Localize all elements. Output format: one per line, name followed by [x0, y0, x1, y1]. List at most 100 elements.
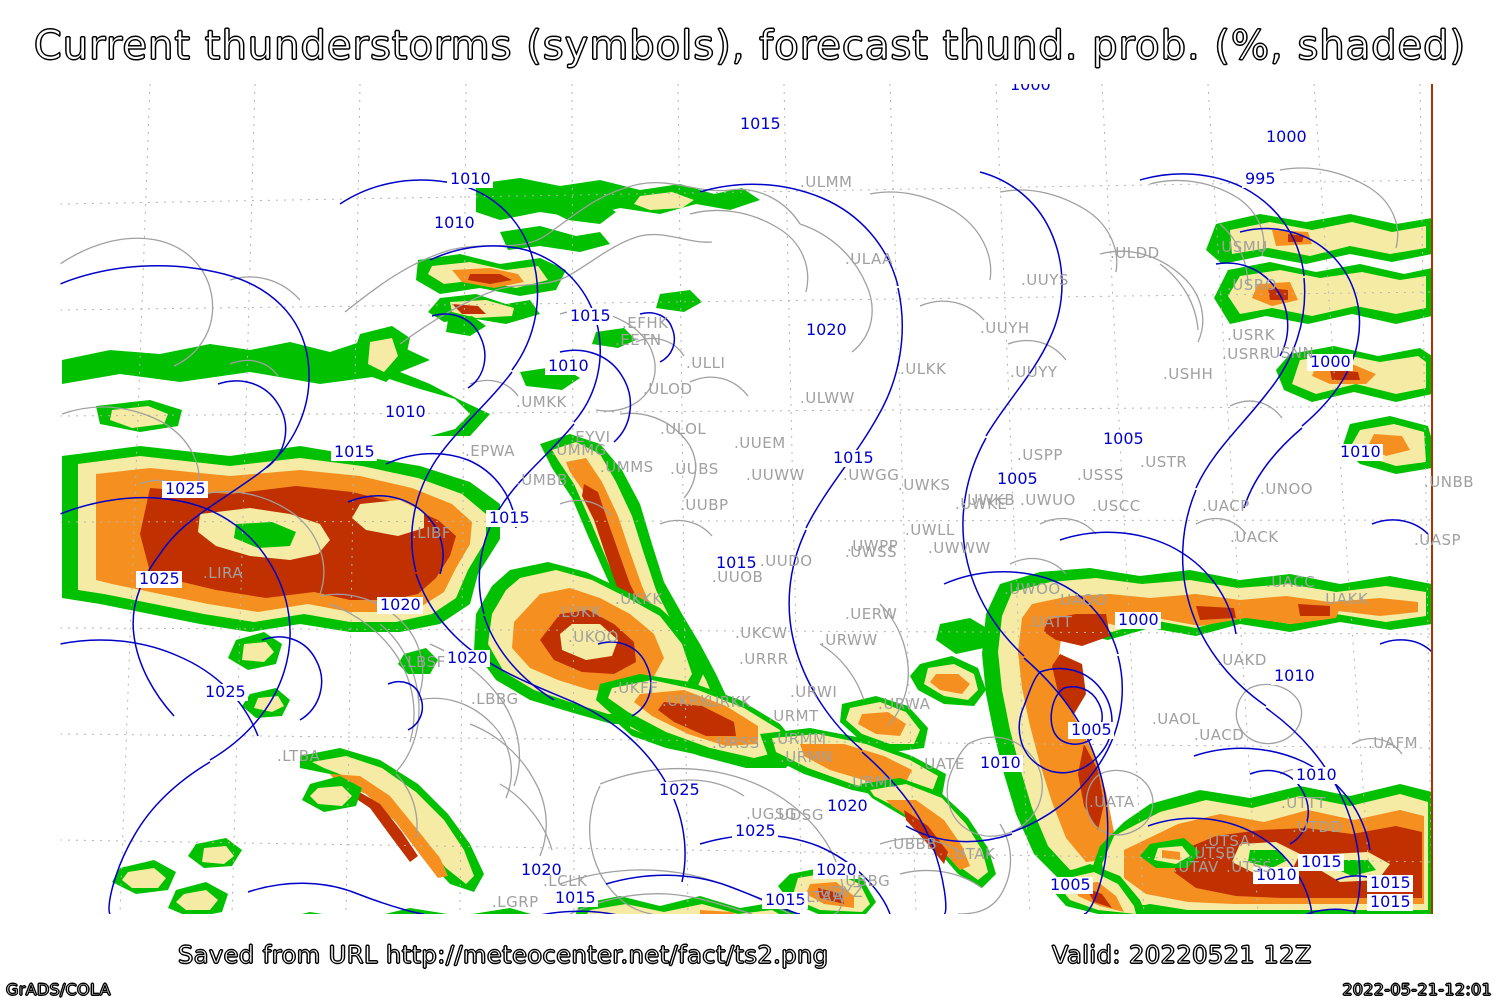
station-label: .USHH	[1163, 365, 1213, 383]
isobar-label-value: 1010	[385, 402, 426, 421]
station-label: .USPP	[1017, 446, 1063, 464]
station-label: .UKCW	[735, 624, 788, 642]
station-label: .UATT	[1027, 613, 1073, 631]
saved-url-text: Saved from URL http://meteocenter.net/fa…	[178, 941, 829, 970]
station-label: .URSS	[712, 734, 760, 752]
isobar-label-value: 1010	[1274, 666, 1315, 685]
isobar-label-value: 1005	[997, 469, 1038, 488]
isobar-label: 1015	[737, 114, 783, 133]
graticule	[60, 84, 1432, 914]
station-label: .UMMG	[551, 441, 607, 459]
station-label: .UUYY	[1010, 363, 1058, 381]
shading-cluster-aegean	[228, 632, 438, 812]
station-label: .URMM	[772, 730, 827, 748]
isobar-label: 1000	[1307, 352, 1353, 371]
station-label: .UTSB	[1189, 844, 1236, 862]
isobar-label: 1025	[202, 682, 248, 701]
station-label: .UTAV	[1173, 858, 1219, 876]
isobar-label: 1015	[331, 442, 377, 461]
station-label: .ULWW	[800, 389, 855, 407]
station-label: .UTDD	[1292, 818, 1343, 836]
isobar-label: 1010	[977, 753, 1023, 772]
isobar-label: 1010	[1337, 442, 1383, 461]
station-label: .UUBS	[670, 460, 719, 478]
station-label: .LCLK	[543, 872, 588, 890]
isobar-label: 1015	[486, 508, 532, 527]
shading-cluster-central-asia	[1090, 784, 1432, 914]
isobar-label-value: 1020	[806, 320, 847, 339]
station-label: .UUYS	[1021, 271, 1069, 289]
station-label: .UUDO	[760, 552, 813, 570]
station-label: .LUKK	[556, 603, 602, 621]
station-label: .ULLI	[686, 354, 725, 372]
shading-cluster-scandinavia	[354, 178, 760, 390]
station-label: .URMT	[768, 707, 819, 725]
isobar-label: 1005	[1100, 429, 1146, 448]
isobar-label-value: 995	[1245, 169, 1276, 188]
station-label: .UACC	[1266, 573, 1315, 591]
station-label: .UMKK	[516, 393, 568, 411]
station-label: .UKFF	[613, 679, 658, 697]
station-label: .UWKS	[898, 476, 950, 494]
station-label: .UWGG	[843, 466, 899, 484]
isobar-label-value: 1015	[833, 448, 874, 467]
station-label: .ULAA	[845, 250, 893, 268]
isobar-label-value: 1025	[139, 569, 180, 588]
isobar-label-value: 1015	[570, 306, 611, 325]
isobar-label-value: 1010	[1340, 442, 1381, 461]
station-label: .UMBB	[516, 471, 568, 489]
isobar-label-value: 1010	[548, 356, 589, 375]
isobar-label-value: 1020	[816, 860, 857, 879]
station-label: .UBBG	[840, 872, 890, 890]
station-label: .UNBB	[1424, 473, 1474, 491]
map-canvas[interactable]: 1000 1015 1010 1010 1000 995 1015 1020 1000 1010 1…	[0, 84, 1500, 930]
isobar-label: 1005	[1047, 875, 1093, 894]
station-label: .UWOO	[1004, 580, 1061, 598]
station-label: .ULOL	[660, 420, 706, 438]
isobar-label: 1010	[1253, 865, 1299, 884]
shading-cluster-anatolia	[840, 618, 990, 752]
isobar-label: 1015	[1298, 852, 1344, 871]
isobar-label: 1020	[803, 320, 849, 339]
isobar-label: 1020	[518, 860, 564, 879]
isobar-label: 1025	[732, 821, 778, 840]
station-label: .UAOL	[1152, 710, 1201, 728]
isobar-label: 1015	[567, 306, 613, 325]
map-svg[interactable]: 1000101510101010100099510151020100010101…	[0, 84, 1500, 930]
isobar-label: 1010	[545, 356, 591, 375]
station-label: .UERW	[845, 605, 897, 623]
isobar-label-value: 1010	[1256, 865, 1297, 884]
isobar-label-value: 1015	[334, 442, 375, 461]
station-label: .URKK	[703, 693, 752, 711]
isobar-label: 1015	[762, 890, 808, 909]
station-label: .URWA	[878, 695, 931, 713]
station-label: .UATE	[919, 755, 965, 773]
isobar-label: 1020	[377, 595, 423, 614]
isobar-label: 1000	[1007, 84, 1053, 94]
shading-cluster-siberia	[1206, 214, 1432, 474]
isobar-label-value: 1000	[1310, 352, 1351, 371]
station-label: .UKKK	[615, 590, 663, 608]
station-label: .UUBP	[680, 496, 729, 514]
station-label: .ULKK	[900, 360, 947, 378]
isobar-label: 1025	[136, 569, 182, 588]
station-label: .URWW	[820, 631, 878, 649]
station-label: .USRR	[1222, 345, 1271, 363]
isobar-label-value: 1020	[827, 796, 868, 815]
page-title: Current thunderstorms (symbols), forecas…	[33, 23, 1467, 69]
station-label: .UAKD	[1217, 651, 1267, 669]
isobar-label-value: 1025	[735, 821, 776, 840]
run-timestamp-text: 2022-05-21-12:01	[1342, 980, 1492, 1000]
isobars	[60, 171, 1432, 914]
isobar-label-value: 1015	[1370, 873, 1411, 892]
station-label: .URML	[847, 773, 897, 791]
isobar-label: 1020	[813, 860, 859, 879]
isobar-labels: 1000101510101010100099510151020100010101…	[136, 84, 1413, 911]
isobar-label-value: 1010	[434, 213, 475, 232]
station-label: .UASP	[1414, 531, 1461, 549]
station-label: .USRO	[1227, 276, 1277, 294]
isobar-label: 1010	[431, 213, 477, 232]
station-label: .UWKB	[962, 491, 1015, 509]
station-label: .USRK	[1227, 326, 1276, 344]
station-label: .USCC	[1092, 497, 1141, 515]
